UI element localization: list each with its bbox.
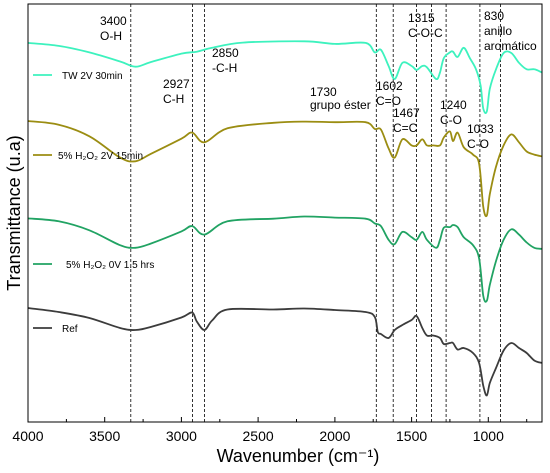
y-axis-title: Transmittance (u.a) [4,135,24,290]
x-tick-label-2500: 2500 [243,428,274,444]
annotation-1467-10: 1467 [393,106,420,120]
annotation-c-h-5: -C-H [212,61,237,75]
series-5-h-o-2v-15min [27,120,543,218]
series-curves [27,40,543,397]
legend-label-ref: Ref [62,324,78,335]
annotation-c-o-17: C-O [467,137,489,151]
annotation-c-o-15: C-O [440,113,462,127]
annotation-c-c-11: C=C [393,121,418,135]
series-5-h-o-0v-1-5-hrs [27,215,543,303]
annotation-830-18: 830 [484,9,504,23]
x-axis-title: Wavenumber (cm⁻¹) [217,446,380,466]
annotation-arom-tico-20: aromático [484,39,537,53]
x-tick-label-3000: 3000 [166,428,197,444]
annotation-1730-6: 1730 [310,85,337,99]
x-tick-label-3500: 3500 [89,428,120,444]
annotation-c-h-3: C-H [163,92,184,106]
annotation-1033-16: 1033 [467,122,494,136]
annotation-3400-0: 3400 [100,14,127,28]
annotation-o-h-1: O-H [100,29,122,43]
x-axis: 4000 3500 3000 2500 2000 1500 1000 [12,417,528,444]
annotation-2927-2: 2927 [163,77,190,91]
annotation-c-o-c-13: C-O-C [408,26,443,40]
x-tick-label-1500: 1500 [396,428,427,444]
x-tick-label-4000: 4000 [12,428,43,444]
plot-frame [27,3,543,423]
reference-lines [130,4,502,422]
annotation-1240-14: 1240 [440,98,467,112]
x-tick-label-2000: 2000 [319,428,350,444]
annotation-2850-4: 2850 [212,46,239,60]
annotation-grupo-ster-7: grupo éster [310,98,371,112]
series-ref [27,307,543,397]
legend-label-5-h-o-0v-1-5-hrs: 5% H₂O₂ 0V 1.5 hrs [66,260,154,271]
legend-label-5-h-o-2v-15min: 5% H₂O₂ 2V 15min [58,151,143,162]
annotation-c-o-9: C=O [376,94,401,108]
annotation-1315-12: 1315 [408,11,435,25]
x-tick-label-1000: 1000 [473,428,504,444]
legend-label-tw-2v-30min: TW 2V 30min [62,71,123,82]
annotation-1602-8: 1602 [376,79,403,93]
legend: TW 2V 30min 5% H₂O₂ 2V 15min 5% H₂O₂ 0V 1.… [33,71,154,335]
annotation-anillo-19: anillo [484,24,512,38]
series-tw-2v-30min [27,40,543,114]
